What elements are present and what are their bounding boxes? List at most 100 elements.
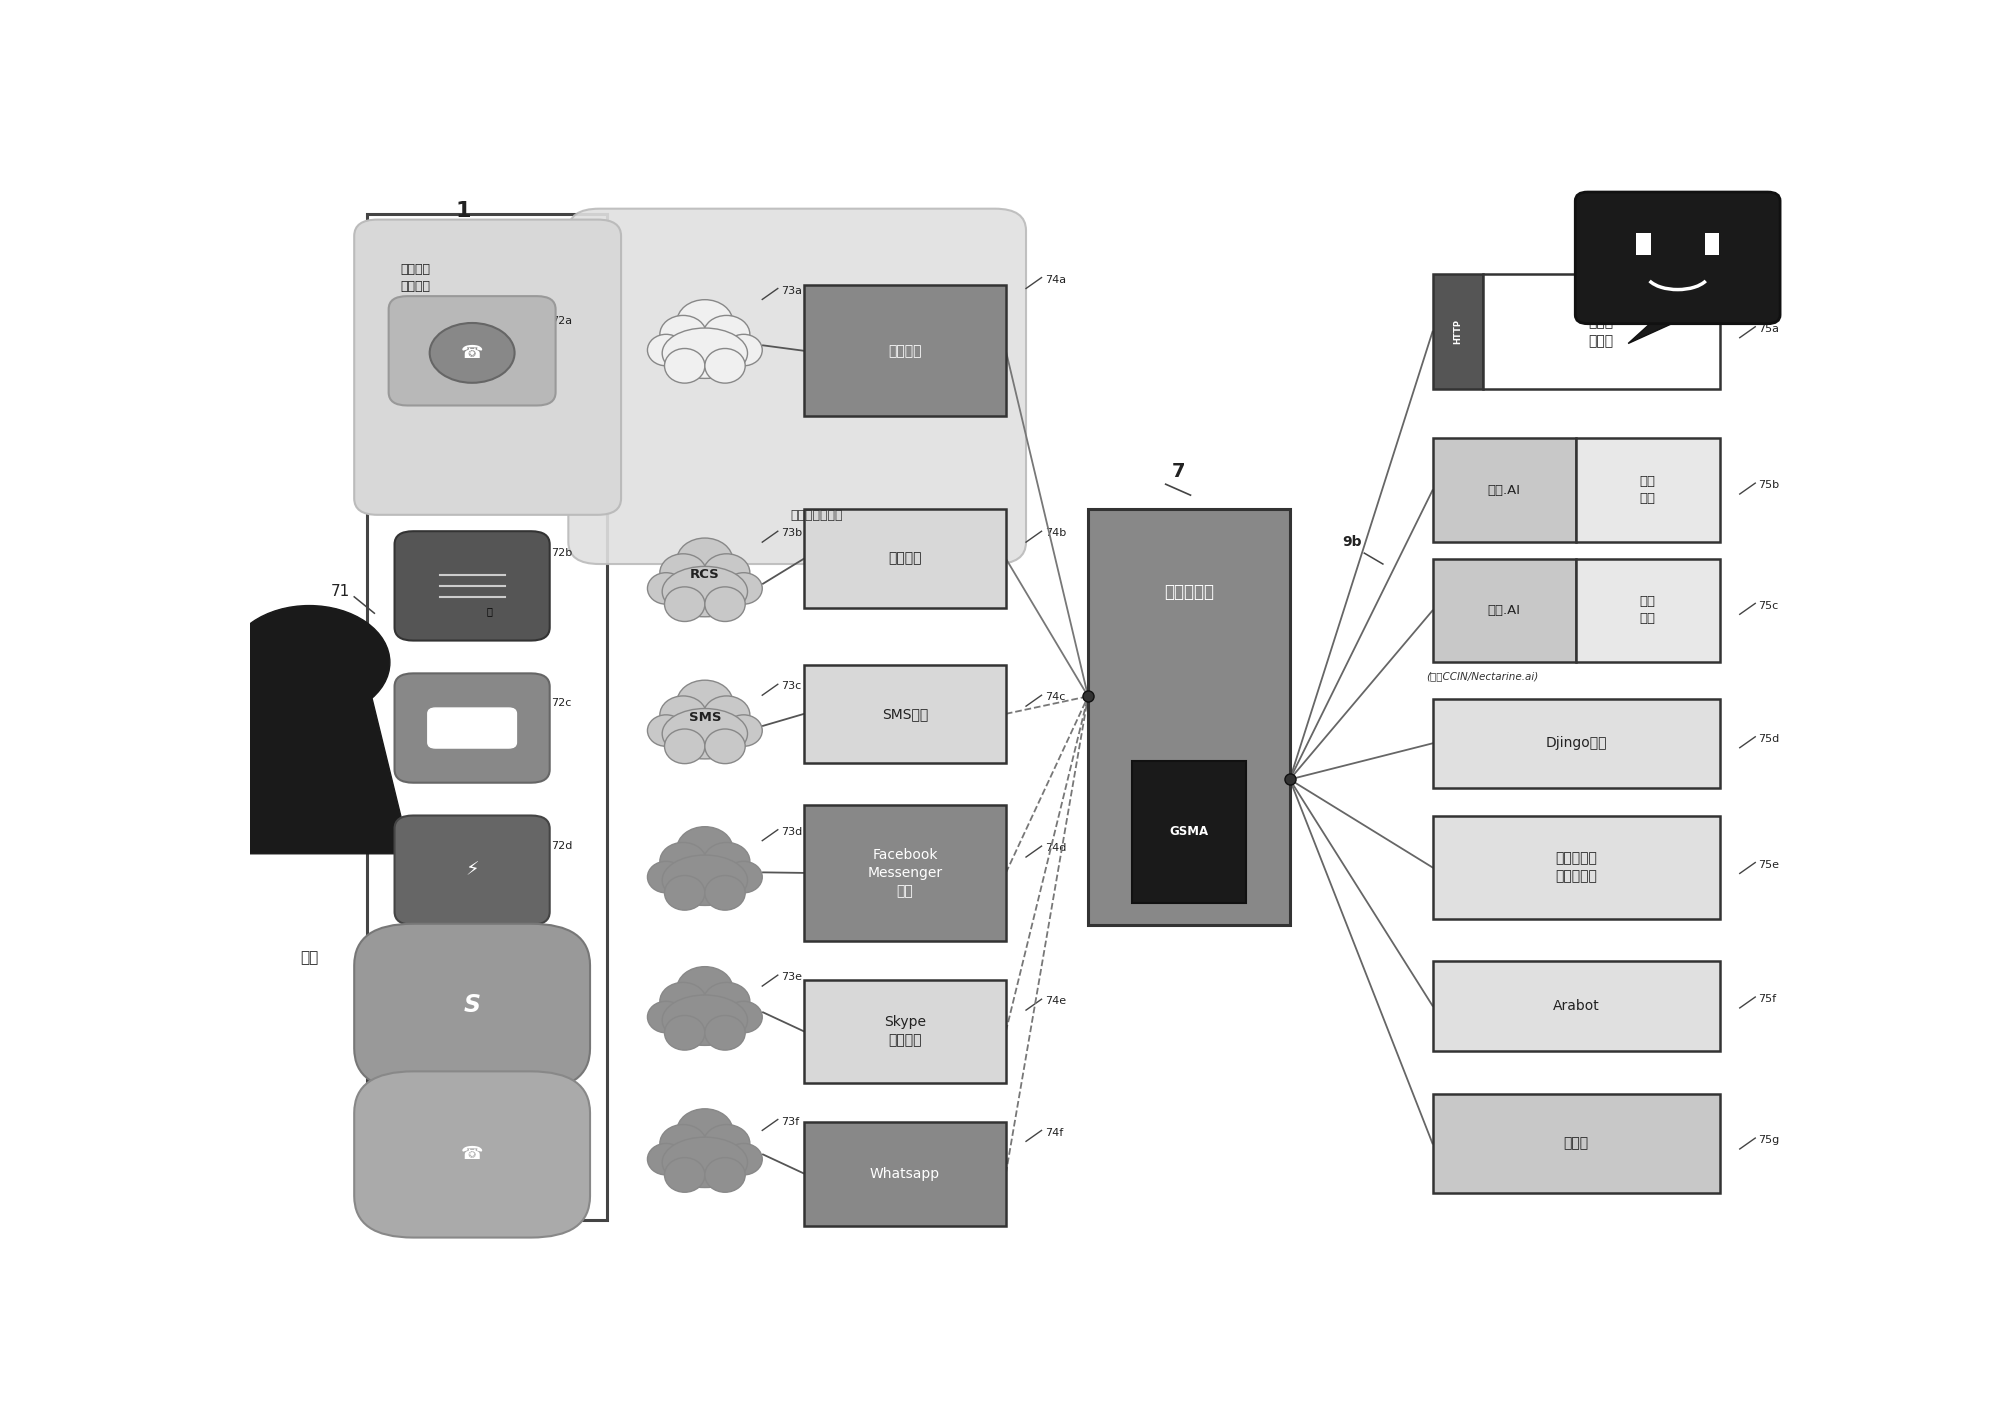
Text: 1: 1 (454, 200, 470, 222)
Text: 75b: 75b (1758, 480, 1780, 490)
Text: 73d: 73d (781, 826, 803, 836)
Text: 7: 7 (1171, 462, 1185, 480)
Ellipse shape (661, 554, 707, 592)
FancyBboxPatch shape (569, 209, 1027, 564)
Text: 用户: 用户 (300, 950, 318, 966)
Ellipse shape (677, 826, 733, 870)
Ellipse shape (663, 328, 747, 378)
Ellipse shape (725, 334, 763, 366)
Ellipse shape (677, 538, 733, 582)
Text: 74b: 74b (1045, 528, 1065, 538)
FancyBboxPatch shape (1576, 439, 1720, 542)
Ellipse shape (663, 995, 747, 1045)
Text: 75f: 75f (1758, 994, 1776, 1004)
Ellipse shape (703, 554, 751, 592)
Text: 73f: 73f (781, 1116, 799, 1126)
Ellipse shape (703, 315, 751, 354)
Ellipse shape (703, 842, 751, 880)
Text: 73b: 73b (781, 528, 803, 538)
Text: RCS: RCS (691, 568, 721, 581)
Ellipse shape (663, 855, 747, 906)
FancyBboxPatch shape (1433, 815, 1720, 919)
FancyBboxPatch shape (354, 924, 591, 1091)
Text: GSMA: GSMA (1169, 825, 1209, 838)
Text: SMS中心: SMS中心 (881, 707, 929, 721)
Text: 74d: 74d (1045, 843, 1065, 853)
FancyBboxPatch shape (1433, 699, 1720, 788)
Text: HTTP: HTTP (1453, 320, 1461, 344)
Ellipse shape (663, 567, 747, 616)
FancyBboxPatch shape (1433, 439, 1576, 542)
Ellipse shape (665, 728, 705, 764)
Ellipse shape (665, 586, 705, 622)
Text: 9b: 9b (1341, 535, 1361, 550)
Ellipse shape (661, 983, 707, 1020)
Text: 智能.AI: 智能.AI (1487, 604, 1522, 618)
Ellipse shape (647, 334, 685, 366)
FancyBboxPatch shape (366, 214, 607, 1220)
FancyBboxPatch shape (394, 531, 551, 640)
Text: 74a: 74a (1045, 274, 1065, 285)
FancyBboxPatch shape (354, 1071, 591, 1238)
FancyBboxPatch shape (1576, 192, 1780, 324)
Text: 72e: 72e (551, 977, 573, 987)
Text: 服务
逻辑: 服务 逻辑 (1640, 595, 1656, 625)
FancyBboxPatch shape (1433, 558, 1576, 662)
Ellipse shape (725, 862, 763, 893)
Ellipse shape (705, 1157, 745, 1193)
Text: 72d: 72d (551, 841, 573, 851)
Text: Skype
公司平台: Skype 公司平台 (885, 1015, 927, 1048)
Text: 72a: 72a (551, 317, 573, 327)
Text: 75a: 75a (1758, 324, 1780, 334)
Text: 汇集器: 汇集器 (1564, 1136, 1590, 1150)
FancyBboxPatch shape (1483, 274, 1720, 389)
Text: 75g: 75g (1758, 1135, 1780, 1146)
FancyBboxPatch shape (394, 673, 551, 782)
Text: 71: 71 (330, 584, 350, 599)
Text: 74c: 74c (1045, 693, 1065, 703)
Text: S: S (464, 993, 480, 1017)
Ellipse shape (725, 714, 763, 747)
FancyBboxPatch shape (805, 805, 1005, 941)
Text: SMS: SMS (689, 710, 721, 724)
Text: 内部平台: 内部平台 (889, 344, 921, 358)
FancyBboxPatch shape (394, 815, 551, 924)
Ellipse shape (703, 983, 751, 1020)
Polygon shape (208, 696, 410, 853)
Text: 谷歌平台: 谷歌平台 (889, 551, 921, 565)
Text: 73a: 73a (781, 285, 803, 295)
Circle shape (430, 322, 515, 383)
Ellipse shape (661, 315, 707, 354)
Text: 运动.AI: 运动.AI (1487, 484, 1522, 497)
Ellipse shape (705, 876, 745, 910)
Text: 研究和预期目的: 研究和预期目的 (791, 510, 843, 523)
Ellipse shape (661, 1125, 707, 1163)
Text: (即，CCIN/Nectarine.ai): (即，CCIN/Nectarine.ai) (1425, 672, 1540, 682)
Ellipse shape (705, 348, 745, 383)
Text: 8: 8 (1738, 210, 1752, 230)
Text: 应用程序
中的网页: 应用程序 中的网页 (400, 263, 430, 294)
Text: 微软机器人
框架机器人: 微软机器人 框架机器人 (1556, 851, 1598, 883)
Text: 🐾: 🐾 (486, 606, 492, 616)
Text: 服务
逻辑: 服务 逻辑 (1640, 476, 1656, 506)
Ellipse shape (647, 1143, 685, 1174)
Ellipse shape (647, 1001, 685, 1032)
Ellipse shape (647, 862, 685, 893)
Ellipse shape (705, 586, 745, 622)
Text: Arabot: Arabot (1554, 998, 1600, 1012)
Ellipse shape (665, 348, 705, 383)
Ellipse shape (705, 728, 745, 764)
Text: 74f: 74f (1045, 1127, 1063, 1137)
Text: 74e: 74e (1045, 997, 1065, 1007)
FancyBboxPatch shape (805, 1122, 1005, 1225)
Ellipse shape (725, 1143, 763, 1174)
Text: 75d: 75d (1758, 734, 1780, 744)
Text: 72b: 72b (551, 548, 573, 558)
FancyBboxPatch shape (1433, 1095, 1720, 1193)
Ellipse shape (661, 842, 707, 880)
Ellipse shape (725, 572, 763, 603)
FancyBboxPatch shape (805, 665, 1005, 763)
Ellipse shape (677, 680, 733, 724)
Ellipse shape (647, 572, 685, 603)
Ellipse shape (663, 709, 747, 758)
